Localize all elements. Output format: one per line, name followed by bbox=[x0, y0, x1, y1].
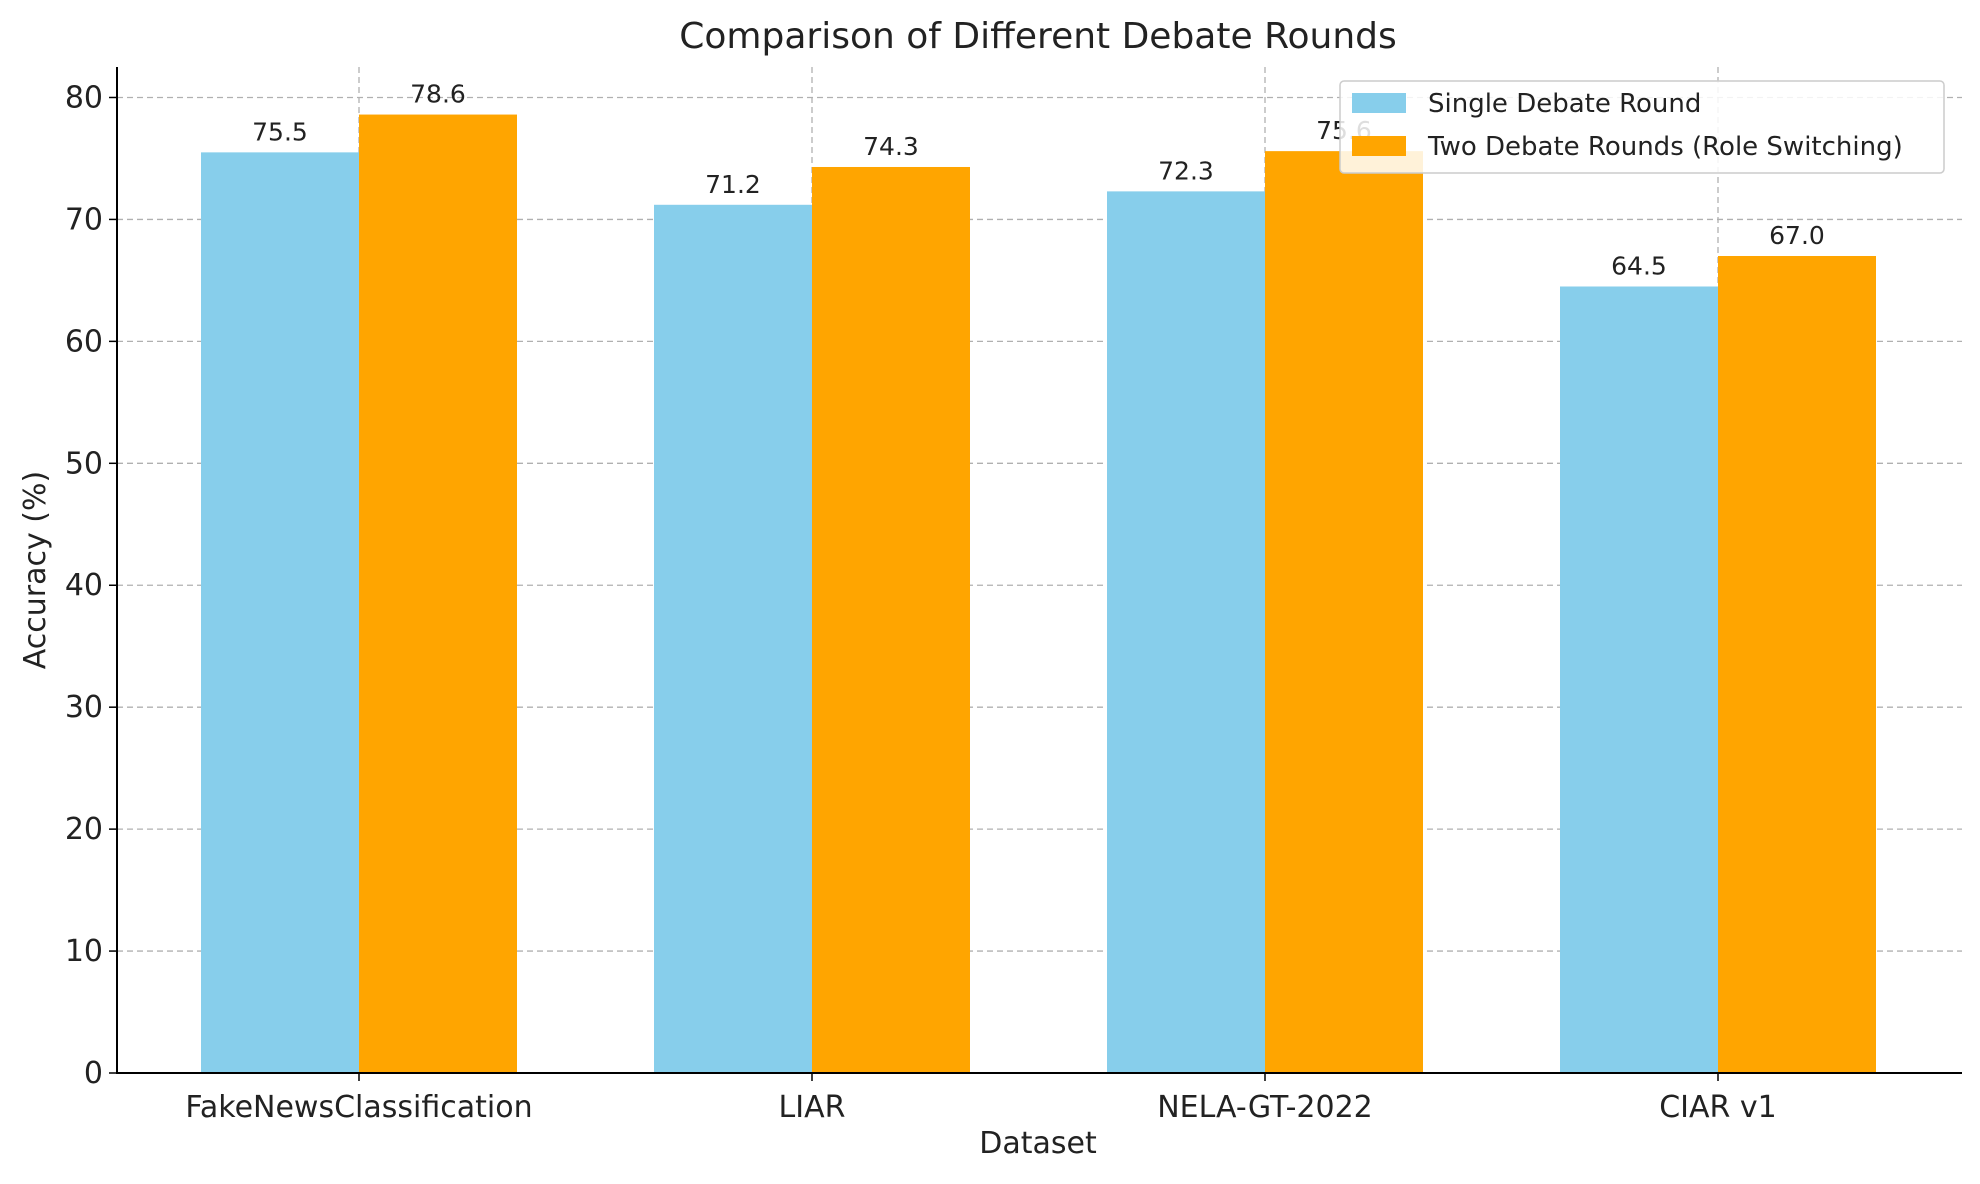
bar-value-label: 72.3 bbox=[1158, 156, 1214, 185]
bar-two-0 bbox=[359, 114, 517, 1073]
x-tick-label: NELA-GT-2022 bbox=[1157, 1090, 1373, 1125]
y-tick-label: 60 bbox=[65, 324, 103, 359]
y-tick-label: 20 bbox=[65, 812, 103, 847]
x-tick-label: CIAR v1 bbox=[1659, 1090, 1777, 1125]
legend-swatch-single bbox=[1352, 93, 1406, 113]
bar-single-3 bbox=[1560, 286, 1718, 1073]
bar-single-2 bbox=[1107, 191, 1265, 1074]
y-tick-label: 80 bbox=[65, 80, 103, 115]
bar-single-0 bbox=[201, 152, 359, 1074]
x-axis-label: Dataset bbox=[979, 1126, 1097, 1161]
bar-two-3 bbox=[1718, 256, 1876, 1073]
legend-label-two: Two Debate Rounds (Role Switching) bbox=[1427, 132, 1903, 162]
y-tick-label: 10 bbox=[65, 934, 103, 969]
bar-value-label: 64.5 bbox=[1611, 251, 1667, 280]
legend-label-single: Single Debate Round bbox=[1428, 89, 1701, 119]
legend-swatch-two bbox=[1352, 136, 1406, 156]
x-tick-label: LIAR bbox=[779, 1090, 846, 1125]
bar-single-1 bbox=[654, 204, 812, 1074]
bar-value-label: 75.5 bbox=[252, 117, 308, 146]
axes bbox=[116, 67, 1962, 1074]
bar-two-2 bbox=[1265, 151, 1423, 1073]
bar-two-1 bbox=[812, 166, 970, 1073]
bar-value-label: 67.0 bbox=[1769, 221, 1825, 250]
y-axis-label: Accuracy (%) bbox=[18, 471, 53, 669]
x-tick-label: FakeNewsClassification bbox=[185, 1090, 532, 1125]
y-tick-label: 30 bbox=[65, 690, 103, 725]
y-tick-label: 70 bbox=[65, 202, 103, 237]
tick-labels: 0 10 20 30 40 50 60 70 80 FakeNewsClassification L… bbox=[65, 80, 1777, 1125]
chart-title: Comparison of Different Debate Rounds bbox=[679, 16, 1397, 57]
bar-value-label: 74.3 bbox=[863, 132, 919, 161]
y-tick-label: 0 bbox=[84, 1056, 103, 1091]
bars bbox=[201, 114, 1876, 1074]
y-tick-label: 50 bbox=[65, 446, 103, 481]
legend: Single Debate Round Two Debate Rounds (R… bbox=[1339, 80, 1945, 174]
legend-box bbox=[1339, 80, 1945, 174]
bar-value-label: 71.2 bbox=[705, 170, 761, 199]
y-tick-label: 40 bbox=[65, 568, 103, 603]
bar-value-label: 78.6 bbox=[410, 80, 466, 109]
